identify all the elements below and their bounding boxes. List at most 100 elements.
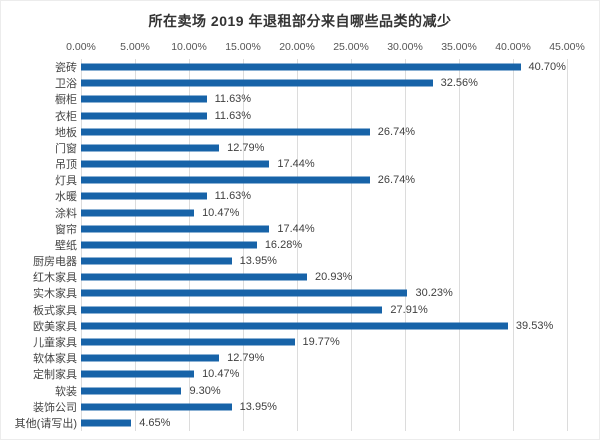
bar-area: 12.79% xyxy=(81,140,599,156)
value-label: 39.53% xyxy=(515,319,554,332)
bar xyxy=(81,403,232,411)
category-label: 厨房电器 xyxy=(33,256,77,269)
bar-row: 水暖 11.63% xyxy=(1,188,599,204)
bar xyxy=(81,338,295,346)
x-tick-label: 30.00% xyxy=(387,41,423,53)
bar-row: 实木家具 30.23% xyxy=(1,285,599,301)
gridline xyxy=(297,59,298,431)
bar-area: 11.63% xyxy=(81,108,599,124)
category-label: 涂料 xyxy=(55,207,77,220)
bar-area: 17.44% xyxy=(81,221,599,237)
bar-area: 40.70% xyxy=(81,59,599,75)
gridline xyxy=(513,59,514,431)
chart-title: 所在卖场 2019 年退租部分来自哪些品类的减少 xyxy=(148,13,452,29)
value-label: 16.28% xyxy=(264,238,303,251)
bar-row: 厨房电器 13.95% xyxy=(1,253,599,269)
value-label: 11.63% xyxy=(214,190,252,203)
value-label: 11.63% xyxy=(214,93,252,106)
bar-area: 27.91% xyxy=(81,302,599,318)
bar-area: 20.93% xyxy=(81,269,599,285)
bar-area: 11.63% xyxy=(81,188,599,204)
bar xyxy=(81,289,408,297)
category-label: 板式家具 xyxy=(33,304,77,317)
value-label: 10.47% xyxy=(202,368,240,381)
x-tick-label: 40.00% xyxy=(495,41,531,53)
bar xyxy=(81,79,433,87)
bar xyxy=(81,419,132,427)
bar-area: 12.79% xyxy=(81,350,599,366)
bar-row: 红木家具 20.93% xyxy=(1,269,599,285)
category-label: 门窗 xyxy=(55,142,77,155)
bar-area: 4.65% xyxy=(81,415,599,431)
bar xyxy=(81,160,270,168)
bar-row: 装饰公司 13.95% xyxy=(1,399,599,415)
category-label: 欧美家具 xyxy=(33,320,77,333)
bar-area: 13.95% xyxy=(81,253,599,269)
value-label: 12.79% xyxy=(227,352,265,365)
category-label: 吊顶 xyxy=(55,159,77,172)
value-label: 10.47% xyxy=(202,206,240,219)
category-label: 实木家具 xyxy=(33,288,77,301)
bar xyxy=(81,273,308,281)
category-label: 窗帘 xyxy=(55,223,77,236)
value-label: 26.74% xyxy=(377,174,416,187)
bar xyxy=(81,144,220,152)
bar xyxy=(81,95,207,103)
category-label: 橱柜 xyxy=(55,94,77,107)
x-tick-label: 0.00% xyxy=(66,41,96,53)
bar-area: 26.74% xyxy=(81,172,599,188)
bar xyxy=(81,241,257,249)
bar-row: 涂料 10.47% xyxy=(1,205,599,221)
value-label: 13.95% xyxy=(239,400,277,413)
bar-row: 其他(请写出) 4.65% xyxy=(1,415,599,431)
gridline xyxy=(405,59,406,431)
bar-row: 衣柜 11.63% xyxy=(1,108,599,124)
bar-row: 窗帘 17.44% xyxy=(1,221,599,237)
bar xyxy=(81,322,508,330)
value-label: 9.30% xyxy=(189,384,221,397)
bar-row: 灯具 26.74% xyxy=(1,172,599,188)
bar-row: 橱柜 11.63% xyxy=(1,91,599,107)
x-tick-label: 25.00% xyxy=(333,41,369,53)
bar-area: 11.63% xyxy=(81,91,599,107)
bar-row: 壁纸 16.28% xyxy=(1,237,599,253)
x-tick-label: 5.00% xyxy=(120,41,150,53)
value-label: 4.65% xyxy=(139,416,171,429)
bar-area: 10.47% xyxy=(81,205,599,221)
bar-row: 欧美家具 39.53% xyxy=(1,318,599,334)
category-label: 水暖 xyxy=(55,191,77,204)
value-label: 20.93% xyxy=(315,271,353,284)
x-tick-label: 10.00% xyxy=(171,41,207,53)
bar-row: 吊顶 17.44% xyxy=(1,156,599,172)
gridline xyxy=(567,59,568,431)
bar xyxy=(81,354,220,362)
bar-area: 30.23% xyxy=(81,285,599,301)
value-label: 27.91% xyxy=(390,303,428,316)
value-label: 40.70% xyxy=(528,61,566,74)
value-label: 13.95% xyxy=(239,255,277,268)
category-label: 灯具 xyxy=(55,175,77,188)
category-label: 软装 xyxy=(55,385,77,398)
bar xyxy=(81,176,370,184)
bar-area: 32.56% xyxy=(81,75,599,91)
gridline xyxy=(459,59,460,431)
x-tick-label: 35.00% xyxy=(441,41,477,53)
value-label: 12.79% xyxy=(227,141,265,154)
bar xyxy=(81,112,207,120)
x-tick-label: 45.00% xyxy=(549,41,585,53)
category-label: 其他(请写出) xyxy=(14,417,77,430)
bar-row: 瓷砖 40.70% xyxy=(1,59,599,75)
bar-row: 软装 9.30% xyxy=(1,382,599,398)
bar-area: 16.28% xyxy=(81,237,599,253)
bar-row: 定制家具 10.47% xyxy=(1,366,599,382)
bar-row: 地板 26.74% xyxy=(1,124,599,140)
bar xyxy=(81,128,370,136)
category-label: 软体家具 xyxy=(33,353,77,366)
category-label: 地板 xyxy=(55,126,77,139)
value-label: 19.77% xyxy=(302,336,340,348)
bar-row: 软体家具 12.79% xyxy=(1,350,599,366)
plot-area: 瓷砖 40.70% 卫浴 32.56% 橱柜 11.63% 衣柜 11.63% 地板 26.74%… xyxy=(1,59,599,431)
bar xyxy=(81,209,195,217)
bar xyxy=(81,257,232,265)
